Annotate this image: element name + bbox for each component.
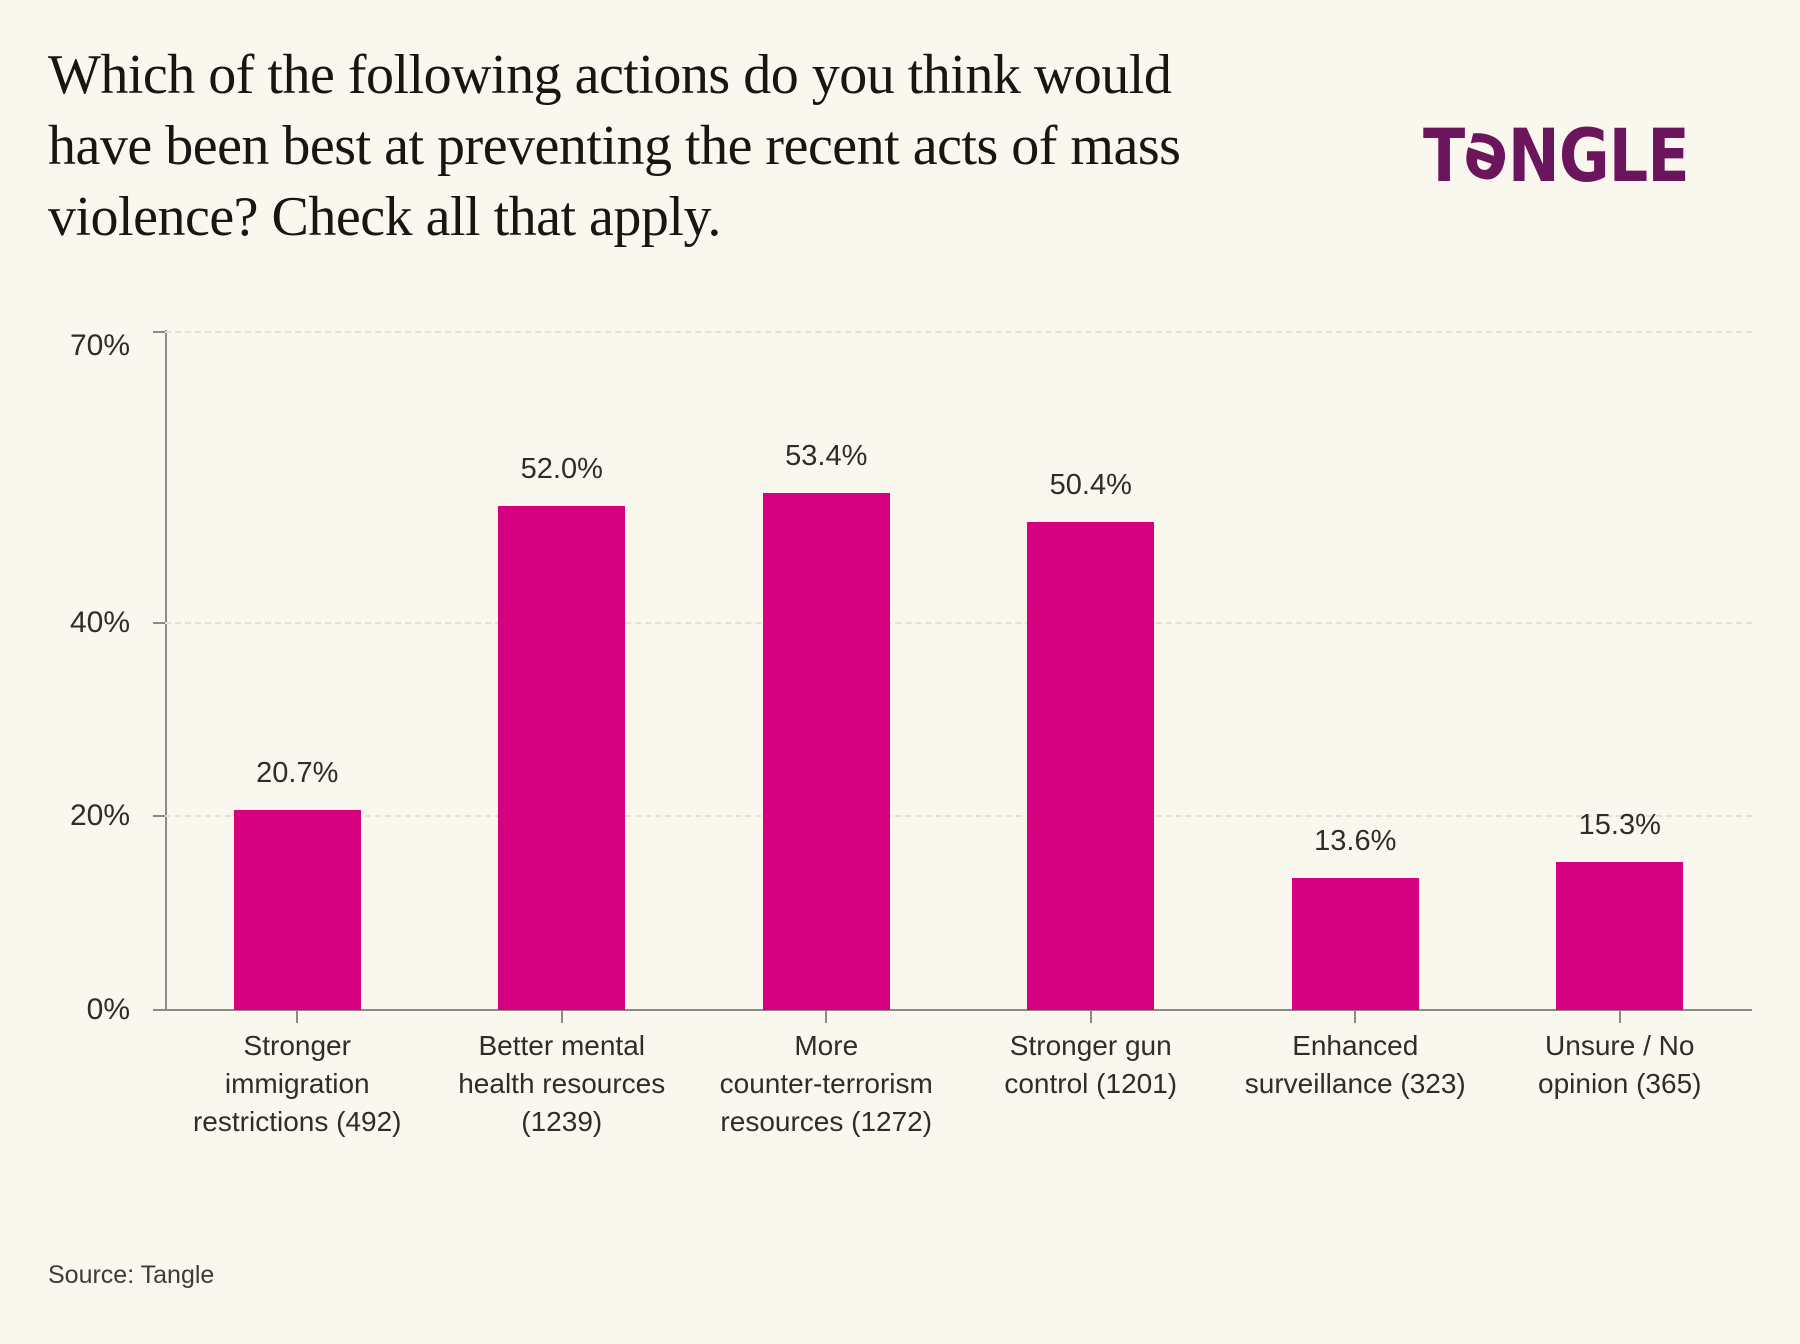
bar-value-label: 50.4% [1049, 468, 1132, 501]
category-label-line: counter-terrorism [719, 1068, 933, 1099]
category-label-line: Unsure / No [1545, 1030, 1695, 1061]
category-label: Unsure / No opinion (365) [1486, 1027, 1754, 1103]
y-axis-tick [153, 331, 165, 333]
y-tick-label: 70% [69, 329, 130, 362]
bar [762, 492, 890, 1010]
y-axis-tick [153, 815, 165, 818]
y-gridline [165, 815, 1752, 818]
category-label-line: Better mental [478, 1030, 646, 1061]
category-label: Stronger immigration restrictions (492) [163, 1027, 431, 1141]
category-label: Better mental health resources (1239) [428, 1027, 696, 1141]
category-label-line: Enhanced [1292, 1030, 1419, 1061]
bar-value-label: 15.3% [1578, 808, 1661, 841]
tangle-logo: TəNGLE [1423, 101, 1690, 202]
logo-letters: NGLE [1507, 112, 1690, 199]
category-label: More counter-terrorism resources (1272) [692, 1027, 960, 1141]
category-label-line: surveillance (323) [1244, 1068, 1466, 1099]
category-label: Stronger gun control (1201) [957, 1027, 1225, 1103]
category-label-line: restrictions (492) [192, 1106, 402, 1137]
bar-value-label: 20.7% [256, 756, 339, 789]
category-label-line: Stronger [243, 1030, 351, 1061]
category-label-line: immigration [224, 1068, 370, 1099]
x-axis-line [153, 1009, 1752, 1011]
title-line: have been best at preventing the recent … [48, 115, 1181, 177]
category-label-line: resources (1272) [720, 1106, 933, 1137]
bar [1027, 521, 1155, 1010]
bar-value-label: 13.6% [1314, 825, 1397, 858]
y-tick-label: 40% [69, 605, 130, 639]
y-tick-label: 20% [69, 799, 130, 833]
bar [1556, 861, 1684, 1010]
bar [1291, 878, 1419, 1010]
category-label-line: health resources [458, 1068, 666, 1099]
bar [498, 506, 626, 1010]
category-label-line: control (1201) [1004, 1068, 1178, 1099]
y-axis-tick [153, 621, 165, 624]
category-label-line: More [794, 1030, 859, 1061]
x-axis-tick [1354, 1010, 1357, 1023]
bar-value-label: 52.0% [520, 453, 603, 486]
category-label-line: opinion (365) [1538, 1068, 1702, 1099]
y-gridline [165, 331, 1752, 333]
title-line: Which of the following actions do you th… [48, 44, 1172, 106]
bar [233, 809, 361, 1010]
x-axis-tick [560, 1010, 563, 1023]
logo-letter: T [1423, 112, 1465, 199]
bar-value-label: 53.4% [785, 439, 868, 472]
x-axis-tick [1089, 1010, 1092, 1023]
category-label-line: Stronger gun [1009, 1030, 1172, 1061]
title-line: violence? Check all that apply. [48, 186, 721, 248]
y-axis-line [165, 330, 167, 1011]
y-tick-label: 0% [86, 993, 130, 1026]
category-label-line: (1239) [521, 1106, 603, 1137]
category-label: Enhanced surveillance (323) [1221, 1027, 1489, 1103]
x-axis-tick [825, 1010, 828, 1023]
x-axis-tick [1618, 1010, 1621, 1023]
source-attribution: Source: Tangle [48, 1261, 215, 1289]
y-gridline [165, 621, 1752, 624]
chart-question-title: Which of the following actions do you th… [48, 40, 1348, 253]
x-axis-tick [296, 1010, 299, 1023]
